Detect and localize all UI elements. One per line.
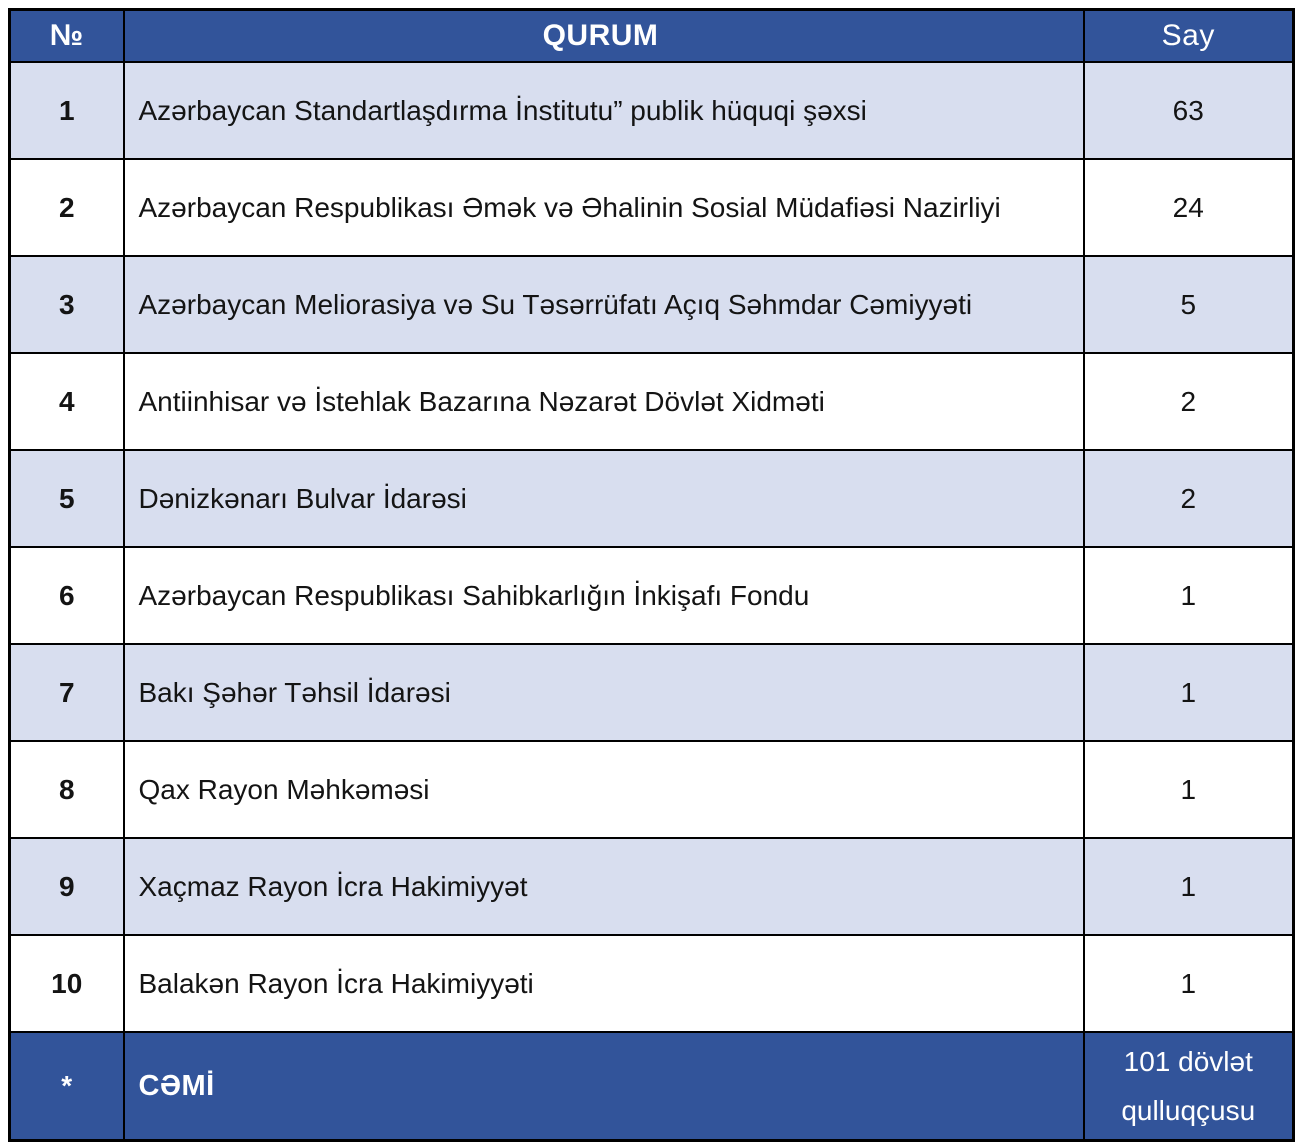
table-row: 2 Azərbaycan Respublikası Əmək və Əhalini… — [8, 158, 1295, 257]
row-number-cell: 4 — [8, 352, 125, 451]
document-page: № QURUM Say 1 Azərbaycan Standartlaşdırma… — [8, 8, 1295, 1142]
row-number-cell: 9 — [8, 837, 125, 936]
table-row: 6 Azərbaycan Respublikası Sahibkarlığın İ… — [8, 546, 1295, 645]
say-cell: 1 — [1082, 740, 1295, 839]
say-cell: 1 — [1082, 934, 1295, 1033]
row-number-cell: 3 — [8, 255, 125, 354]
say-cell: 1 — [1082, 837, 1295, 936]
qurum-cell: Antiinhisar və İstehlak Bazarına Nəzarət… — [122, 352, 1085, 451]
table-body: 1 Azərbaycan Standartlaşdırma İnstitutu” … — [8, 61, 1295, 1033]
qurum-cell: Bakı Şəhər Təhsil İdarəsi — [122, 643, 1085, 742]
say-cell: 2 — [1082, 449, 1295, 548]
header-cell-qurum: QURUM — [122, 8, 1085, 63]
row-number-cell: 10 — [8, 934, 125, 1033]
qurum-cell: Azərbaycan Standartlaşdırma İnstitutu” p… — [122, 61, 1085, 160]
table-header: № QURUM Say — [8, 8, 1295, 63]
qurum-cell: Xaçmaz Rayon İcra Hakimiyyət — [122, 837, 1085, 936]
table-footer: * CƏMİ 101 dövlət qulluqçusu — [8, 1031, 1295, 1142]
row-number-cell: 2 — [8, 158, 125, 257]
qurum-cell: Azərbaycan Meliorasiya və Su Təsərrüfatı… — [122, 255, 1085, 354]
say-cell: 1 — [1082, 546, 1295, 645]
row-number-cell: 1 — [8, 61, 125, 160]
total-row: * CƏMİ 101 dövlət qulluqçusu — [8, 1031, 1295, 1142]
say-cell: 1 — [1082, 643, 1295, 742]
say-cell: 24 — [1082, 158, 1295, 257]
total-marker-cell: * — [8, 1031, 125, 1142]
qurum-cell: Dənizkənarı Bulvar İdarəsi — [122, 449, 1085, 548]
row-number-cell: 5 — [8, 449, 125, 548]
say-cell: 63 — [1082, 61, 1295, 160]
table-row: 1 Azərbaycan Standartlaşdırma İnstitutu” … — [8, 61, 1295, 160]
header-row: № QURUM Say — [8, 8, 1295, 63]
qurum-cell: Balakən Rayon İcra Hakimiyyəti — [122, 934, 1085, 1033]
qurum-cell: Qax Rayon Məhkəməsi — [122, 740, 1085, 839]
table-row: 7 Bakı Şəhər Təhsil İdarəsi 1 — [8, 643, 1295, 742]
table-row: 9 Xaçmaz Rayon İcra Hakimiyyət 1 — [8, 837, 1295, 936]
row-number-cell: 7 — [8, 643, 125, 742]
row-number-cell: 6 — [8, 546, 125, 645]
qurum-cell: Azərbaycan Respublikası Sahibkarlığın İn… — [122, 546, 1085, 645]
total-label-cell: CƏMİ — [122, 1031, 1085, 1142]
table-row: 4 Antiinhisar və İstehlak Bazarına Nəzarə… — [8, 352, 1295, 451]
table-row: 5 Dənizkənarı Bulvar İdarəsi 2 — [8, 449, 1295, 548]
qurum-cell: Azərbaycan Respublikası Əmək və Əhalinin… — [122, 158, 1085, 257]
say-cell: 5 — [1082, 255, 1295, 354]
table-row: 3 Azərbaycan Meliorasiya və Su Təsərrüfat… — [8, 255, 1295, 354]
total-value-cell: 101 dövlət qulluqçusu — [1082, 1031, 1295, 1142]
institutions-table: № QURUM Say 1 Azərbaycan Standartlaşdırma… — [8, 8, 1295, 1142]
header-cell-number: № — [8, 8, 125, 63]
table-row: 10 Balakən Rayon İcra Hakimiyyəti 1 — [8, 934, 1295, 1033]
row-number-cell: 8 — [8, 740, 125, 839]
table-row: 8 Qax Rayon Məhkəməsi 1 — [8, 740, 1295, 839]
header-cell-say: Say — [1082, 8, 1295, 63]
say-cell: 2 — [1082, 352, 1295, 451]
